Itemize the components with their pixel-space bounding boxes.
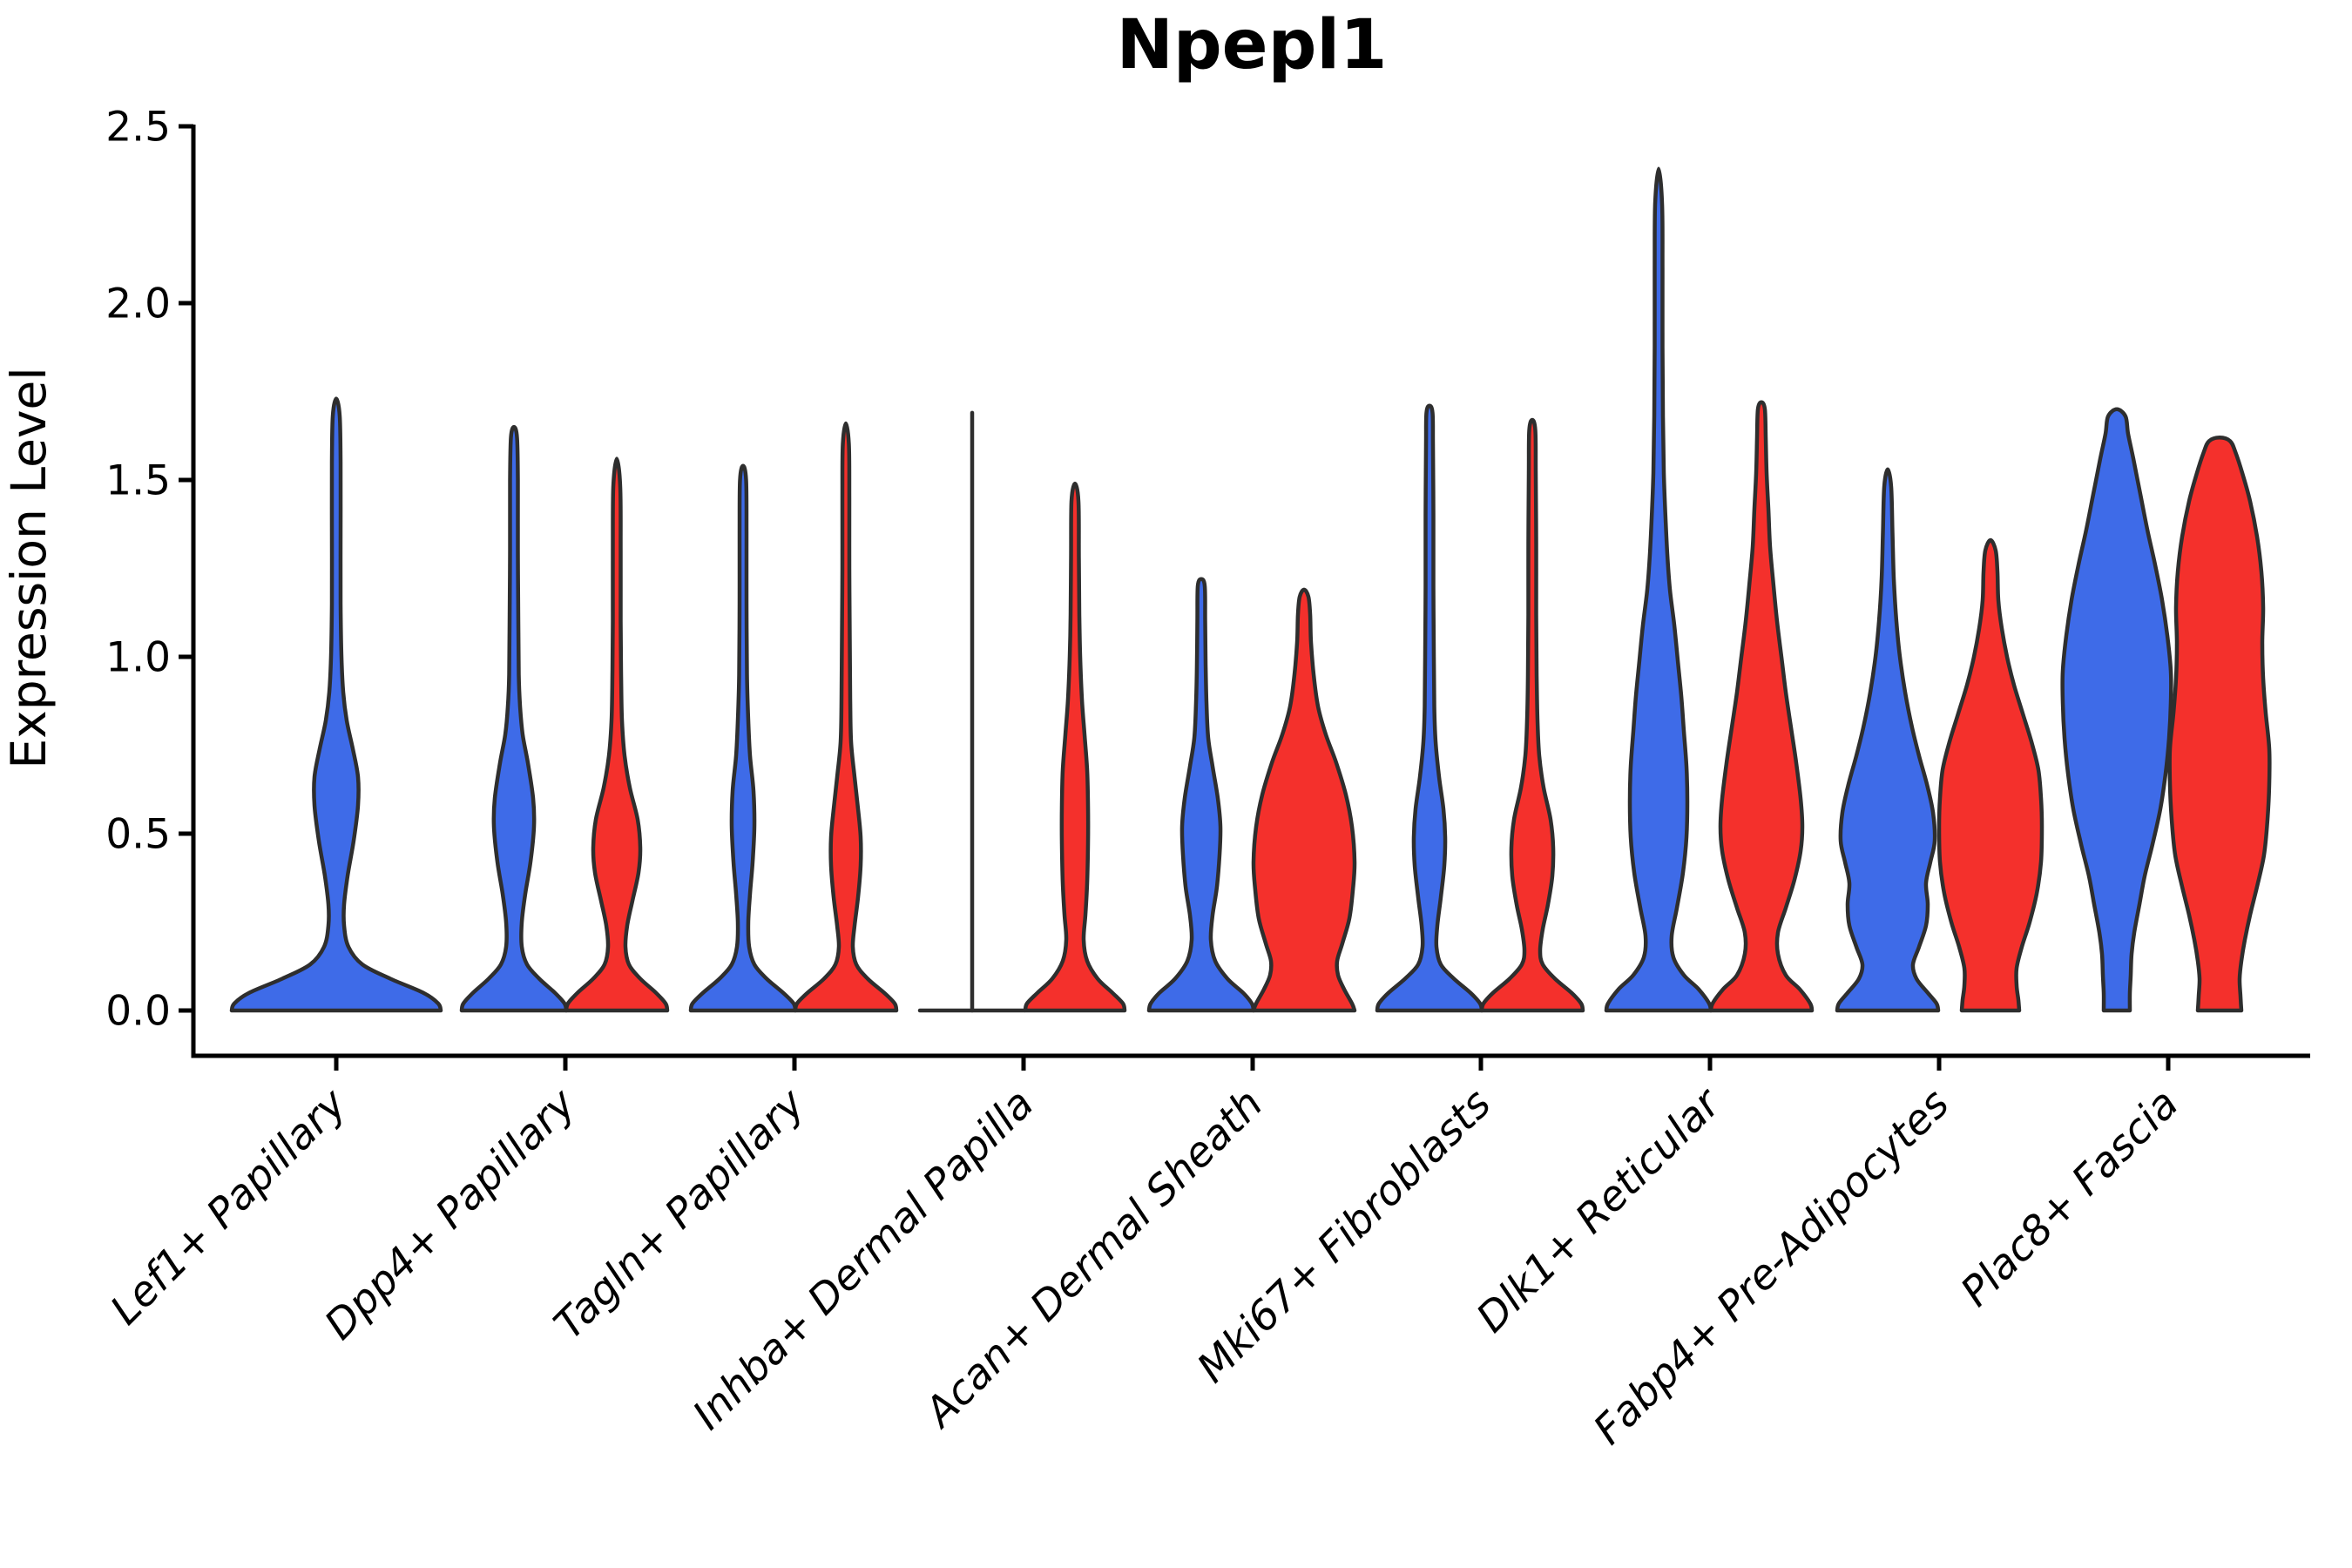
- x-tick-label-lef1-papillary: Lef1+ Papillary: [101, 1079, 356, 1335]
- y-tick-label: 2.5: [105, 103, 171, 151]
- violin-acan-dermal-sheath-blue: [1146, 577, 1256, 1013]
- violin-tagln-papillary-red: [793, 421, 899, 1013]
- y-tick-label: 1.5: [105, 456, 171, 504]
- violin-acan-dermal-sheath-red: [1251, 587, 1357, 1013]
- violin-dpp4-papillary-blue: [459, 424, 569, 1013]
- violin-tagln-papillary-blue: [688, 463, 798, 1013]
- violin-shapes: [229, 166, 2272, 1013]
- x-tick-label-plac8-fascia: Plac8+ Fascia: [1951, 1080, 2187, 1316]
- y-axis-ticks: 0.0 0.5 1.0 1.5 2.0 2.5: [105, 103, 193, 1035]
- violin-plac8-fascia-blue: [2060, 407, 2173, 1013]
- y-axis-label: Expression Level: [1, 367, 57, 768]
- violin-mki67-fibroblasts-red: [1479, 417, 1585, 1013]
- x-tick-label-tagln-papillary: Tagln+ Papillary: [545, 1079, 815, 1349]
- y-tick-label: 0.0: [105, 987, 171, 1035]
- y-tick-label: 1.0: [105, 633, 171, 681]
- x-tick-label-dlk1-reticular: Dlk1+ Reticular: [1468, 1078, 1732, 1342]
- x-tick-label-dpp4-papillary: Dpp4+ Papillary: [315, 1079, 585, 1349]
- violin-fabp4-pre-adipocytes-blue: [1835, 467, 1941, 1013]
- chart-title: Npepl1: [1117, 6, 1388, 84]
- violin-plac8-fascia-red: [2167, 436, 2272, 1013]
- violin-lef1-papillary-blue: [229, 396, 443, 1013]
- violin-mki67-fibroblasts-blue: [1375, 403, 1484, 1013]
- violin-dpp4-papillary-red: [564, 456, 670, 1013]
- y-tick-label: 2.0: [105, 280, 171, 328]
- y-tick-label: 0.5: [105, 810, 171, 858]
- violin-inhba-dermal-papilla-red: [1023, 481, 1127, 1013]
- violin-dlk1-reticular-blue: [1604, 166, 1713, 1013]
- violin-fabp4-pre-adipocytes-red: [1936, 537, 2044, 1013]
- violin-dlk1-reticular-red: [1708, 400, 1815, 1013]
